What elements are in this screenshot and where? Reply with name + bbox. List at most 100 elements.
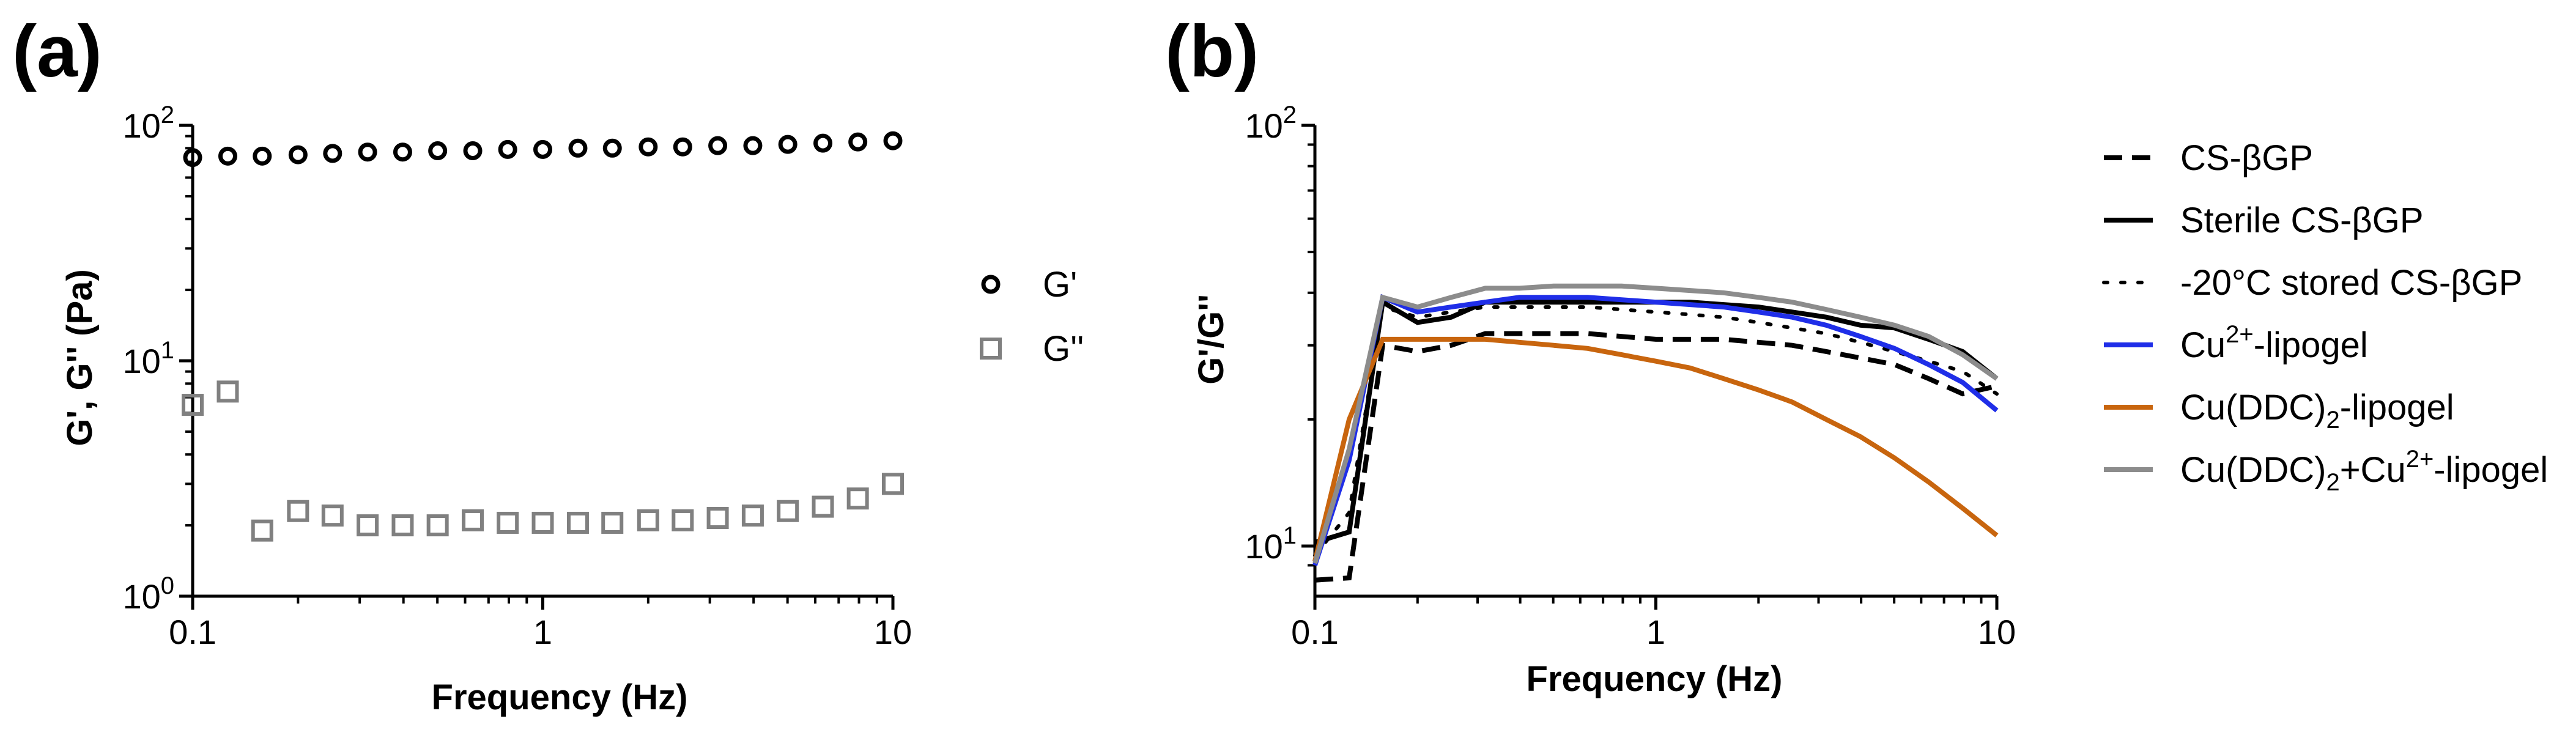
panel-a-legend-label-g1: G' [1043,265,1077,305]
panel-b-legend-label-part: -lipogel [2434,450,2548,490]
panel-a-point-g2 [637,509,659,531]
panel-b-line-cu [1312,294,1999,566]
panel-a-point-g1 [288,145,308,164]
panel-a-point-g1 [638,137,658,157]
panel-b-legend-label-sterile: Sterile CS-βGP [2180,201,2424,240]
panel-a-legend: G' G'' [980,265,1084,369]
panel-a-point-g2 [497,511,519,534]
panel-b-y-tick-label: 101 [1245,522,1297,566]
panel-a-point-g2 [601,511,624,534]
panel-a-point-g2 [251,519,273,542]
panel-a-point-g2 [321,504,344,527]
panel-b-legend-label-cs: CS-βGP [2180,138,2313,178]
panel-b-legend-label-part: Cu(DDC) [2180,450,2326,490]
panel-a-y-tick-label-exp: 2 [161,102,174,128]
panel-a-point-g2 [217,380,239,403]
panel-a-point-g1 [778,135,798,154]
panel-a-point-g2 [357,514,379,537]
panel-a-point-g1 [813,133,833,153]
panel-b-line-cuddc [1312,336,1999,562]
panel-a-y-tick-label: 100 [122,572,174,616]
panel-a-y-tick-label: 102 [122,102,174,145]
panel-a-point-g2 [426,514,449,537]
panel-b-legend-label-part: Sterile CS-βGP [2180,201,2424,240]
panel-b-x-axis-title: Frequency (Hz) [1527,659,1783,699]
panel-a-y-tick-label-exp: 1 [161,337,174,364]
panel-b-legend-label-part: Cu(DDC) [2180,388,2326,427]
panel-a-y-axis-title: G', G'' (Pa) [60,269,100,446]
panel-a-point-g1 [602,138,622,158]
panel-a-point-g2 [846,487,869,510]
panel-a-point-g1 [568,138,588,158]
panel-a-series-g2 [182,380,904,542]
panel-b-x-tick-label: 0.1 [1291,613,1339,651]
panel-b-legend-label-part: -lipogel [2254,325,2368,365]
panel-a-point-g1 [253,146,272,166]
panel-a-point-g1 [428,141,448,161]
panel-a-point-g2 [882,473,904,495]
panel-a-y-tick-label-exp: 0 [161,572,174,599]
panel-a-x-axis-title: Frequency (Hz) [432,678,688,717]
panel-b-legend-label-part: +Cu [2340,450,2406,490]
panel-a-point-g1 [673,137,692,157]
panel-b-y-tick-label-exp: 2 [1283,102,1297,128]
panel-b-legend: CS-βGP Sterile CS-βGP -20°C stored CS-βGP C… [2102,138,2548,496]
panel-a-point-g1 [323,144,342,163]
panel-a-y-tick-label-base: 10 [122,577,160,616]
panel-b-legend-label-part: CS-βGP [2180,138,2313,178]
panel-a-point-g1 [463,141,483,161]
panel-a-point-g2 [462,509,484,531]
panel-a-point-g1 [848,132,868,152]
panel-a-point-g2 [391,514,414,537]
panel-b-x-tick-label: 10 [1978,613,2016,651]
panel-b-legend-label-frozen: -20°C stored CS-βGP [2180,263,2522,303]
panel-a-label: (a) [12,10,102,92]
panel-a-y-tick-label: 101 [122,337,174,380]
panel-b-y-tick-label-exp: 1 [1283,522,1297,549]
panel-a-point-g1 [708,136,728,155]
panel-b-line-frozen [1313,305,1999,558]
panel-a-legend-marker-g1 [981,275,1001,294]
panel-a-series-g1 [183,131,903,168]
panel-a-point-g2 [566,511,589,534]
panel-a-point-g2 [741,504,764,527]
panel-b-y-tick-label: 102 [1245,102,1297,145]
panel-a-point-g1 [218,146,237,166]
panel-b-legend-label-part: 2+ [2226,321,2254,348]
panel-b-label: (b) [1165,10,1259,92]
panel-a-y-tick-label-base: 10 [122,342,160,380]
panel-b-x-tick-label: 1 [1646,613,1665,651]
panel-a-point-g2 [531,511,554,534]
panel-a-point-g1 [533,139,552,159]
panel-b-legend-label-part: 2+ [2406,446,2434,473]
panel-b-legend-label-part: 2 [2326,469,2339,496]
panel-a-x-tick-label: 0.1 [169,613,217,651]
panel-a-legend-marker-g2 [980,338,1002,360]
panel-b-legend-label-part: Cu [2180,325,2226,365]
panel-a-point-g2 [706,507,729,530]
panel-b-legend-label-mix: Cu(DDC)2+Cu2+-lipogel [2180,446,2548,496]
panel-a-point-g2 [672,509,694,531]
panel-a-x-tick-label: 1 [533,613,552,651]
panel-b-line-mix [1312,283,1999,564]
panel-a-point-g2 [287,500,309,522]
panel-b-y-tick-label-base: 10 [1245,106,1282,145]
panel-b-legend-label-part: -lipogel [2340,388,2454,427]
panel-b-line-cs [1314,331,1997,583]
panel-b-y-axis-title: G'/G'' [1191,294,1231,385]
panel-b-legend-label-cuddc: Cu(DDC)2-lipogel [2180,388,2454,434]
panel-a-point-g1 [358,142,377,162]
panel-b-legend-label-cu: Cu2+-lipogel [2180,321,2368,365]
panel-a-point-g2 [182,394,204,416]
panel-b-y-tick-label-base: 10 [1245,527,1282,566]
panel-a-point-g1 [883,131,903,150]
panel-a-legend-label-g2: G'' [1043,329,1084,369]
panel-a-point-g2 [777,500,799,522]
panel-a-point-g1 [743,136,763,155]
panel-a-point-g1 [498,139,517,159]
